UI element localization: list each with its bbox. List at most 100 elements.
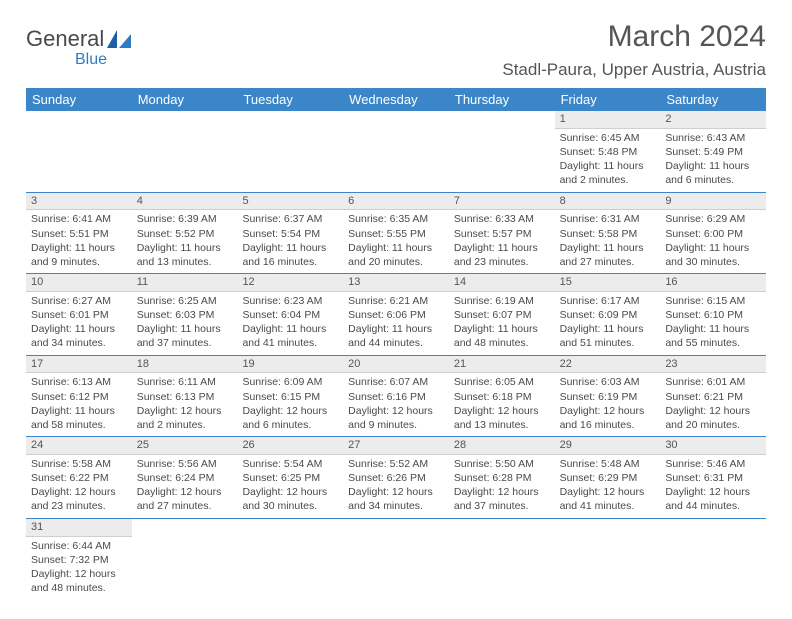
day-number: 4 (132, 193, 238, 211)
sunrise-text: Sunrise: 6:19 AM (454, 294, 550, 308)
sunrise-text: Sunrise: 6:35 AM (348, 212, 444, 226)
daylight-text: Daylight: 12 hours and 6 minutes. (242, 404, 338, 432)
daylight-text: Daylight: 11 hours and 2 minutes. (560, 159, 656, 187)
day-number (449, 111, 555, 127)
sunrise-text: Sunrise: 6:07 AM (348, 375, 444, 389)
day-body: Sunrise: 6:17 AMSunset: 6:09 PMDaylight:… (555, 292, 661, 355)
day-cell: 19Sunrise: 6:09 AMSunset: 6:15 PMDayligh… (237, 356, 343, 437)
sunrise-text: Sunrise: 5:54 AM (242, 457, 338, 471)
sunset-text: Sunset: 6:16 PM (348, 390, 444, 404)
day-number (449, 519, 555, 535)
daylight-text: Daylight: 12 hours and 16 minutes. (560, 404, 656, 432)
day-cell: 16Sunrise: 6:15 AMSunset: 6:10 PMDayligh… (660, 274, 766, 355)
daylight-text: Daylight: 11 hours and 9 minutes. (31, 241, 127, 269)
day-number: 29 (555, 437, 661, 455)
day-cell: 25Sunrise: 5:56 AMSunset: 6:24 PMDayligh… (132, 437, 238, 518)
day-number (660, 519, 766, 535)
sunset-text: Sunset: 6:06 PM (348, 308, 444, 322)
sunset-text: Sunset: 5:58 PM (560, 227, 656, 241)
daylight-text: Daylight: 12 hours and 13 minutes. (454, 404, 550, 432)
sunset-text: Sunset: 6:31 PM (665, 471, 761, 485)
daylight-text: Daylight: 12 hours and 41 minutes. (560, 485, 656, 513)
day-cell: 11Sunrise: 6:25 AMSunset: 6:03 PMDayligh… (132, 274, 238, 355)
daylight-text: Daylight: 11 hours and 37 minutes. (137, 322, 233, 350)
calendar-grid: Sunday Monday Tuesday Wednesday Thursday… (26, 88, 766, 599)
day-number: 13 (343, 274, 449, 292)
sunrise-text: Sunrise: 6:13 AM (31, 375, 127, 389)
day-body (555, 535, 661, 541)
day-number: 15 (555, 274, 661, 292)
week-row: 3Sunrise: 6:41 AMSunset: 5:51 PMDaylight… (26, 193, 766, 275)
day-body: Sunrise: 6:15 AMSunset: 6:10 PMDaylight:… (660, 292, 766, 355)
sunset-text: Sunset: 5:54 PM (242, 227, 338, 241)
sunset-text: Sunset: 6:21 PM (665, 390, 761, 404)
day-number: 1 (555, 111, 661, 129)
day-cell: 27Sunrise: 5:52 AMSunset: 6:26 PMDayligh… (343, 437, 449, 518)
weekday-header: Monday (132, 88, 238, 111)
sunset-text: Sunset: 6:28 PM (454, 471, 550, 485)
day-number: 21 (449, 356, 555, 374)
day-cell: 13Sunrise: 6:21 AMSunset: 6:06 PMDayligh… (343, 274, 449, 355)
day-body: Sunrise: 5:52 AMSunset: 6:26 PMDaylight:… (343, 455, 449, 518)
sunrise-text: Sunrise: 6:05 AM (454, 375, 550, 389)
calendar-page: General Blue March 2024 Stadl-Paura, Upp… (0, 0, 792, 619)
day-cell: 7Sunrise: 6:33 AMSunset: 5:57 PMDaylight… (449, 193, 555, 274)
day-number (343, 111, 449, 127)
day-body (237, 127, 343, 133)
day-number: 19 (237, 356, 343, 374)
sunrise-text: Sunrise: 6:44 AM (31, 539, 127, 553)
day-body: Sunrise: 5:58 AMSunset: 6:22 PMDaylight:… (26, 455, 132, 518)
day-number (555, 519, 661, 535)
sunrise-text: Sunrise: 6:15 AM (665, 294, 761, 308)
week-row: 10Sunrise: 6:27 AMSunset: 6:01 PMDayligh… (26, 274, 766, 356)
day-body: Sunrise: 6:29 AMSunset: 6:00 PMDaylight:… (660, 210, 766, 273)
daylight-text: Daylight: 11 hours and 55 minutes. (665, 322, 761, 350)
daylight-text: Daylight: 12 hours and 27 minutes. (137, 485, 233, 513)
sunset-text: Sunset: 6:00 PM (665, 227, 761, 241)
sunrise-text: Sunrise: 5:58 AM (31, 457, 127, 471)
week-row: 24Sunrise: 5:58 AMSunset: 6:22 PMDayligh… (26, 437, 766, 519)
day-number: 2 (660, 111, 766, 129)
sunset-text: Sunset: 5:51 PM (31, 227, 127, 241)
day-cell (132, 111, 238, 192)
day-number: 18 (132, 356, 238, 374)
logo-name: General (26, 28, 104, 50)
day-cell (343, 111, 449, 192)
day-cell (449, 519, 555, 600)
day-number: 30 (660, 437, 766, 455)
sunset-text: Sunset: 6:10 PM (665, 308, 761, 322)
day-number (343, 519, 449, 535)
sunset-text: Sunset: 6:24 PM (137, 471, 233, 485)
sunset-text: Sunset: 6:03 PM (137, 308, 233, 322)
daylight-text: Daylight: 11 hours and 27 minutes. (560, 241, 656, 269)
day-number (132, 519, 238, 535)
day-number: 3 (26, 193, 132, 211)
day-body: Sunrise: 6:31 AMSunset: 5:58 PMDaylight:… (555, 210, 661, 273)
sunset-text: Sunset: 6:19 PM (560, 390, 656, 404)
day-number (132, 111, 238, 127)
day-cell: 28Sunrise: 5:50 AMSunset: 6:28 PMDayligh… (449, 437, 555, 518)
day-body: Sunrise: 6:09 AMSunset: 6:15 PMDaylight:… (237, 373, 343, 436)
day-cell (449, 111, 555, 192)
daylight-text: Daylight: 11 hours and 58 minutes. (31, 404, 127, 432)
day-body: Sunrise: 6:41 AMSunset: 5:51 PMDaylight:… (26, 210, 132, 273)
day-body (132, 127, 238, 133)
day-body: Sunrise: 6:37 AMSunset: 5:54 PMDaylight:… (237, 210, 343, 273)
day-cell: 22Sunrise: 6:03 AMSunset: 6:19 PMDayligh… (555, 356, 661, 437)
sunset-text: Sunset: 6:25 PM (242, 471, 338, 485)
week-row: 31Sunrise: 6:44 AMSunset: 7:32 PMDayligh… (26, 519, 766, 600)
sunset-text: Sunset: 6:04 PM (242, 308, 338, 322)
weekday-header: Wednesday (343, 88, 449, 111)
sunrise-text: Sunrise: 6:25 AM (137, 294, 233, 308)
day-body: Sunrise: 5:50 AMSunset: 6:28 PMDaylight:… (449, 455, 555, 518)
day-cell: 17Sunrise: 6:13 AMSunset: 6:12 PMDayligh… (26, 356, 132, 437)
day-cell: 4Sunrise: 6:39 AMSunset: 5:52 PMDaylight… (132, 193, 238, 274)
day-cell: 23Sunrise: 6:01 AMSunset: 6:21 PMDayligh… (660, 356, 766, 437)
day-number: 28 (449, 437, 555, 455)
day-cell: 15Sunrise: 6:17 AMSunset: 6:09 PMDayligh… (555, 274, 661, 355)
daylight-text: Daylight: 11 hours and 41 minutes. (242, 322, 338, 350)
day-cell (132, 519, 238, 600)
day-cell (660, 519, 766, 600)
day-body: Sunrise: 5:48 AMSunset: 6:29 PMDaylight:… (555, 455, 661, 518)
day-number: 22 (555, 356, 661, 374)
